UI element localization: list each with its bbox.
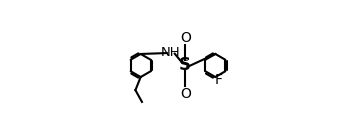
Text: S: S [179,56,191,75]
Text: NH: NH [160,46,180,59]
Text: F: F [214,73,222,87]
Text: O: O [180,87,191,101]
Text: O: O [180,31,191,45]
